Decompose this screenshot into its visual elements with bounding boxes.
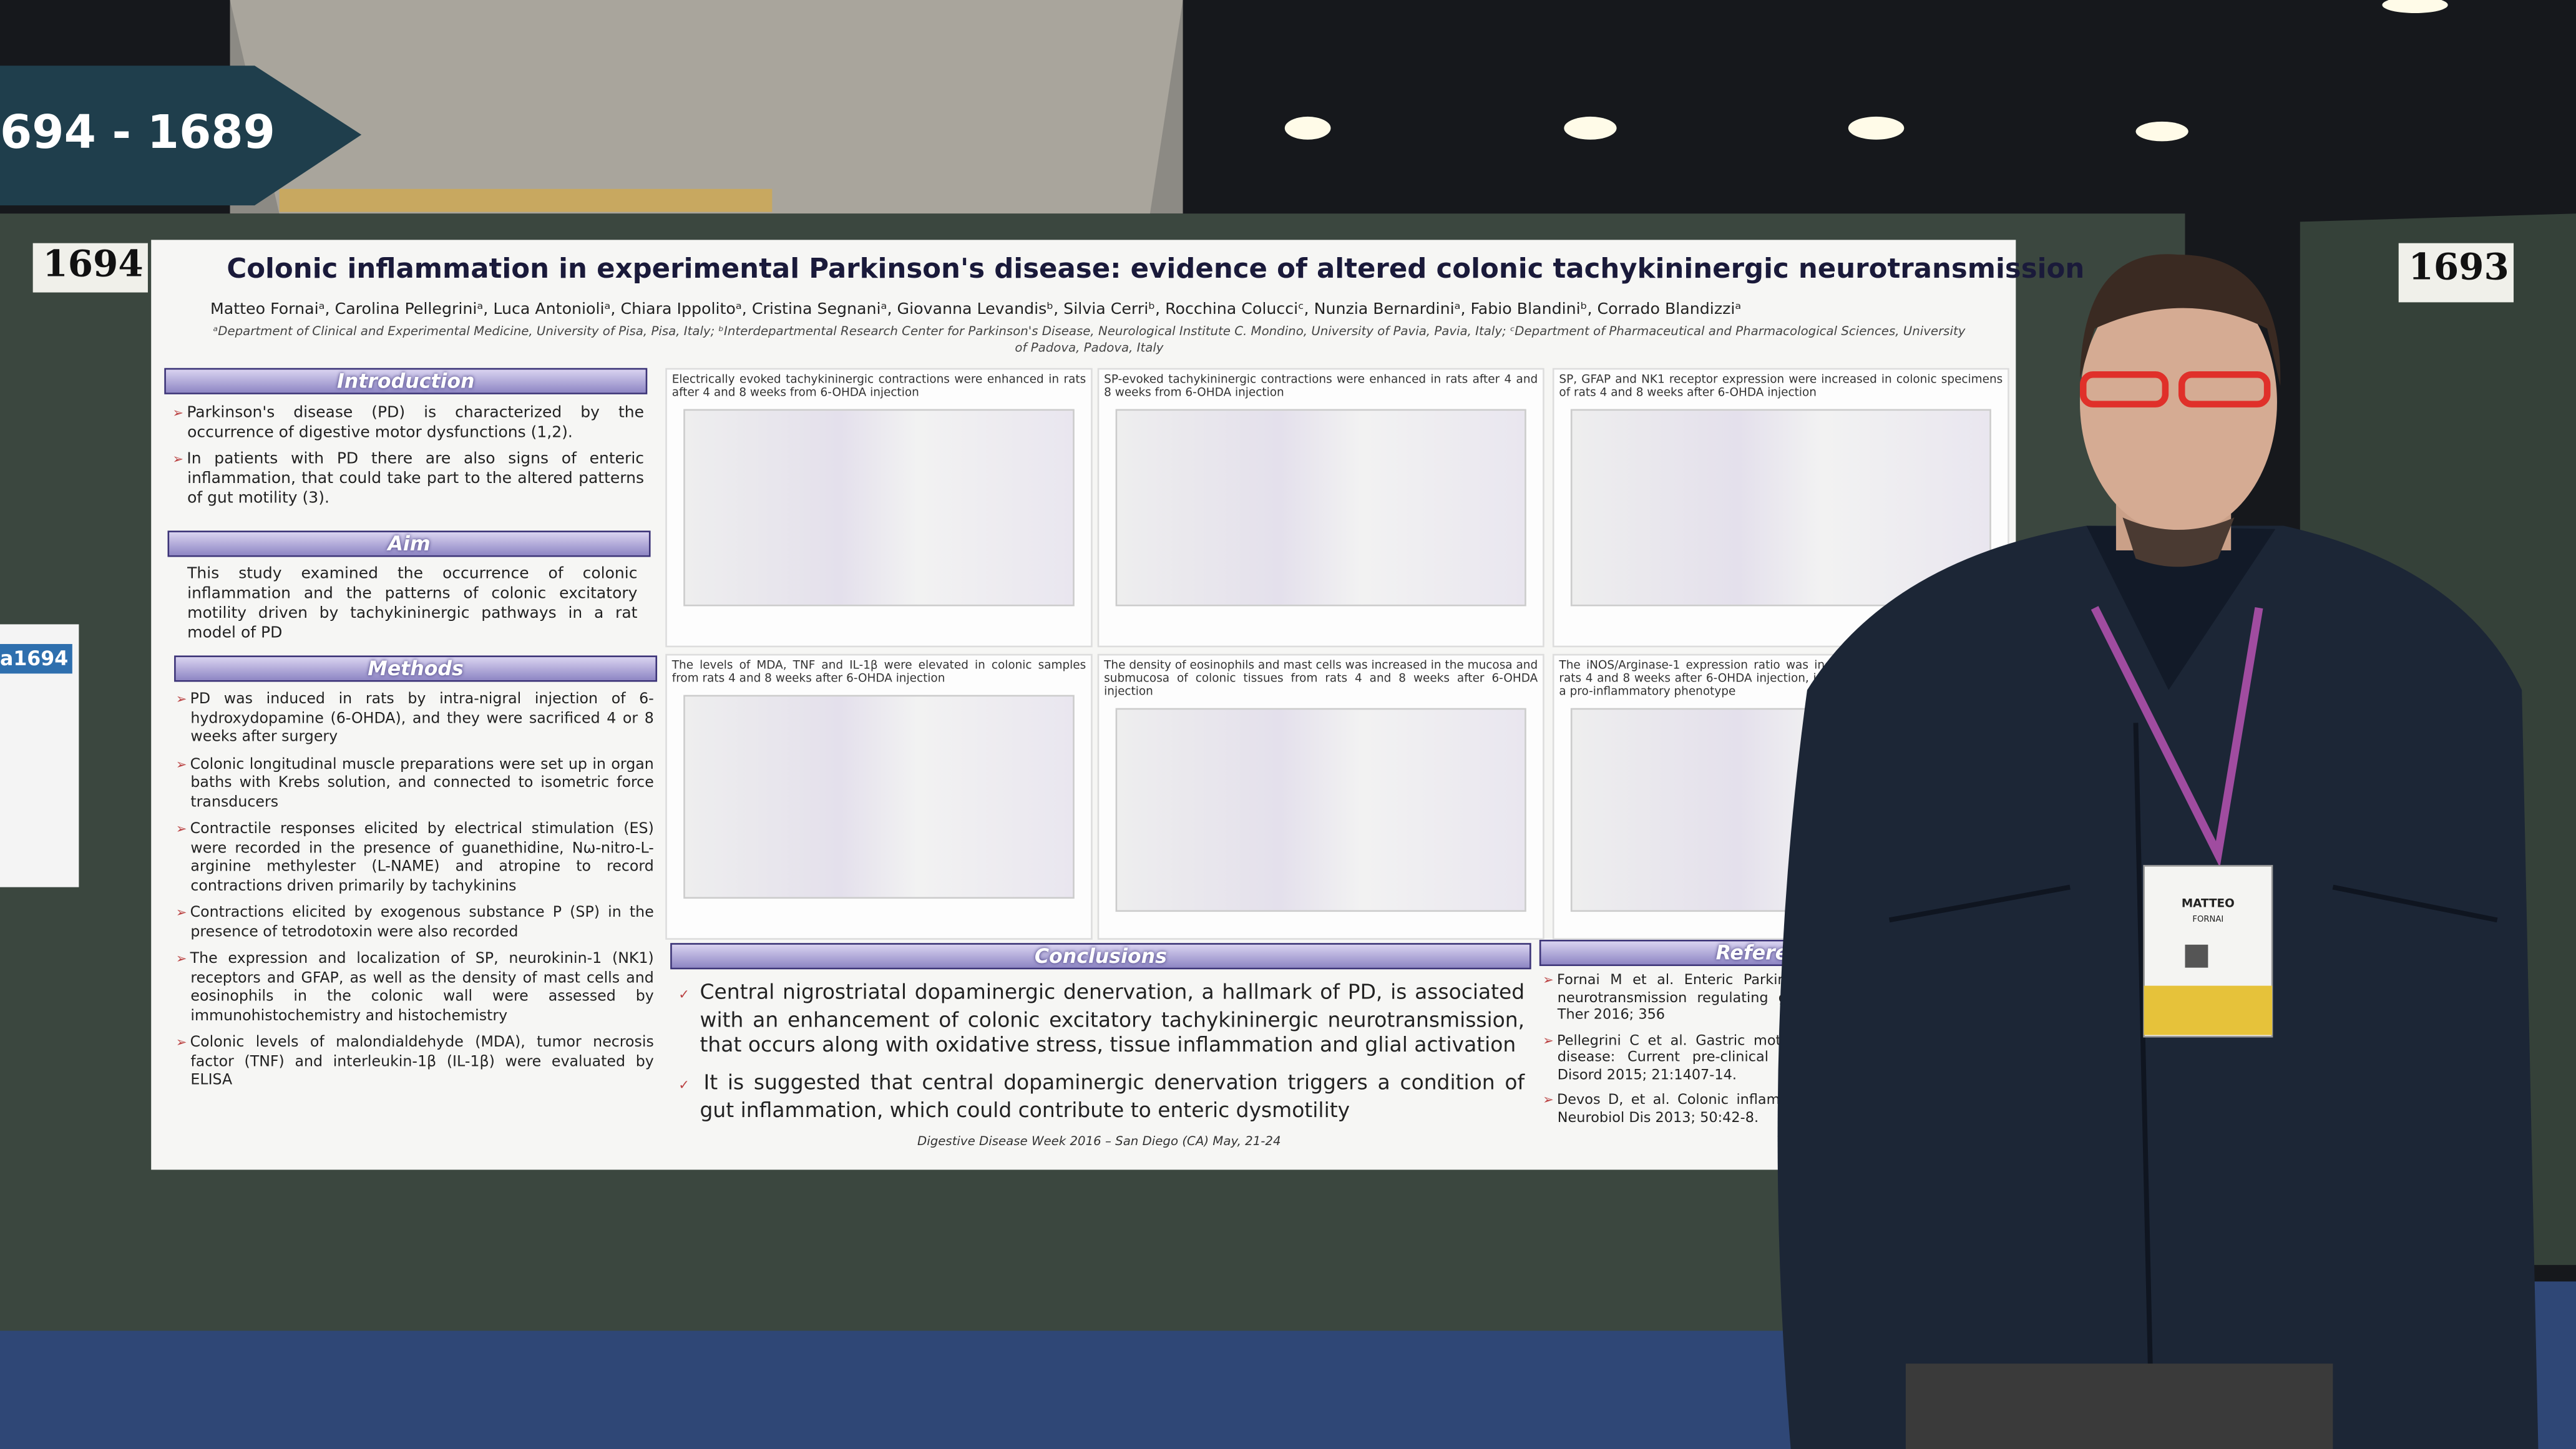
conclusion-item: Central nigrostriatal dopaminergic dener… xyxy=(677,979,1525,1056)
affiliations: ᵃDepartment of Clinical and Experimental… xyxy=(213,323,1966,355)
figure-panel: The levels of MDA, TNF and IL-1β were el… xyxy=(665,653,1093,940)
figure-panel: SP-evoked tachykininergic contractions w… xyxy=(1097,368,1544,648)
conclusions-list: Central nigrostriatal dopaminergic dener… xyxy=(677,979,1525,1135)
methods-item: Contractile responses elicited by electr… xyxy=(174,820,654,897)
board-number: 1693 xyxy=(2408,246,2509,290)
methods-item: Colonic longitudinal muscle preparations… xyxy=(174,755,654,813)
panel-caption: The levels of MDA, TNF and IL-1β were el… xyxy=(671,658,1086,685)
introduction-list: Parkinson's disease (PD) is characterize… xyxy=(171,404,644,516)
panel-caption: SP, GFAP and NK1 receptor expression wer… xyxy=(1559,373,2003,399)
conclusion-item: It is suggested that central dopaminergi… xyxy=(677,1070,1525,1122)
badge-first-name: MATTEO xyxy=(2181,897,2235,910)
figure-image xyxy=(683,695,1075,899)
board-number: 1694 xyxy=(42,243,144,286)
figure-image xyxy=(1570,409,1991,607)
introduction-item: In patients with PD there are also signs… xyxy=(171,450,644,509)
panel-caption: SP-evoked tachykininergic contractions w… xyxy=(1104,373,1538,399)
figure-panel: SP, GFAP and NK1 receptor expression wer… xyxy=(1552,368,2009,648)
figure-image xyxy=(1115,708,1526,912)
side-tag: a1694 xyxy=(0,647,69,671)
panel-caption: Electrically evoked tachykininergic cont… xyxy=(671,373,1086,399)
methods-item: Contractions elicited by exogenous subst… xyxy=(174,904,654,943)
figure-panel: Electrically evoked tachykininergic cont… xyxy=(665,368,1093,648)
authors: Matteo Fornaiᵃ, Carolina Pellegriniᵃ, Lu… xyxy=(210,300,1742,319)
methods-item: Colonic levels of malondialdehyde (MDA),… xyxy=(174,1033,654,1091)
section-heading: Methods xyxy=(174,655,658,682)
poster: Colonic inflammation in experimental Par… xyxy=(151,240,2085,1170)
aisle-sign: 694 - 1689 xyxy=(0,105,275,160)
aim-text: This study examined the occurrence of co… xyxy=(187,565,638,643)
section-heading: Conclusions xyxy=(670,943,1531,970)
introduction-item: Parkinson's disease (PD) is characterize… xyxy=(171,404,644,444)
figure-image xyxy=(683,409,1075,607)
figure-image xyxy=(1115,409,1526,607)
methods-item: The expression and localization of SP, n… xyxy=(174,950,654,1027)
badge-last-name: FORNAI xyxy=(2192,915,2224,925)
methods-item: PD was induced in rats by intra-nigral i… xyxy=(174,690,654,748)
panel-caption: The density of eosinophils and mast cell… xyxy=(1104,658,1538,698)
section-heading: Introduction xyxy=(164,368,648,394)
footer: Digestive Disease Week 2016 – San Diego … xyxy=(917,1133,1281,1149)
section-heading: Aim xyxy=(167,530,651,557)
methods-list: PD was induced in rats by intra-nigral i… xyxy=(174,690,654,1098)
figure-panel: The density of eosinophils and mast cell… xyxy=(1097,653,1544,940)
poster-title: Colonic inflammation in experimental Par… xyxy=(227,253,2085,285)
